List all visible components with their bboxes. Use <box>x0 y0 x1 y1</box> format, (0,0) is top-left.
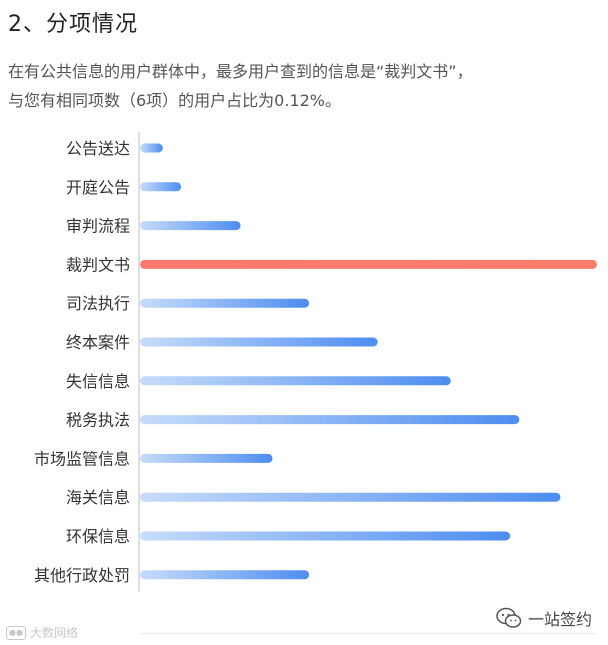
category-label-12: 其他行政处罚 <box>34 566 130 585</box>
footer-divider <box>140 633 596 634</box>
bar-3 <box>140 221 241 231</box>
bar-7 <box>140 376 451 386</box>
bar-1 <box>140 143 163 153</box>
category-labels: 公告送达开庭公告审判流程裁判文书司法执行终本案件失信信息税务执法市场监管信息海关… <box>34 139 130 585</box>
category-label-10: 海关信息 <box>66 488 130 507</box>
brand-block: 一站签约 <box>496 606 592 630</box>
category-label-8: 税务执法 <box>66 411 130 430</box>
brand-name: 一站签约 <box>527 610 592 629</box>
bar-12 <box>140 570 310 580</box>
category-label-3: 审判流程 <box>66 217 130 236</box>
bar-5 <box>140 298 310 308</box>
category-label-1: 公告送达 <box>66 139 130 158</box>
bar-9 <box>140 453 273 463</box>
category-label-2: 开庭公告 <box>66 178 130 197</box>
category-label-11: 环保信息 <box>66 527 130 546</box>
bars-group <box>140 143 597 580</box>
section-description: 在有公共信息的用户群体中，最多用户查到的信息是“裁判文书”， 与您有相同项数（6… <box>8 57 600 115</box>
camera-icon: ●● <box>6 625 26 640</box>
bar-2 <box>140 182 182 192</box>
category-label-4: 裁判文书 <box>66 255 130 274</box>
description-line-1: 在有公共信息的用户群体中，最多用户查到的信息是“裁判文书”， <box>8 62 473 81</box>
bar-8 <box>140 415 520 425</box>
bar-11 <box>140 531 511 541</box>
watermark: ●● 大数网络 <box>6 624 78 641</box>
bar-6 <box>140 337 378 347</box>
bar-4 <box>140 259 597 269</box>
category-label-6: 终本案件 <box>66 333 130 352</box>
category-label-9: 市场监管信息 <box>34 449 130 468</box>
category-label-5: 司法执行 <box>66 294 130 313</box>
bar-10 <box>140 492 561 502</box>
description-line-2: 与您有相同项数（6项）的用户占比为0.12%。 <box>8 91 342 110</box>
section-title: 2、分项情况 <box>8 12 138 37</box>
watermark-text: 大数网络 <box>30 626 79 640</box>
category-label-7: 失信信息 <box>66 372 130 391</box>
wechat-icon <box>496 607 522 629</box>
